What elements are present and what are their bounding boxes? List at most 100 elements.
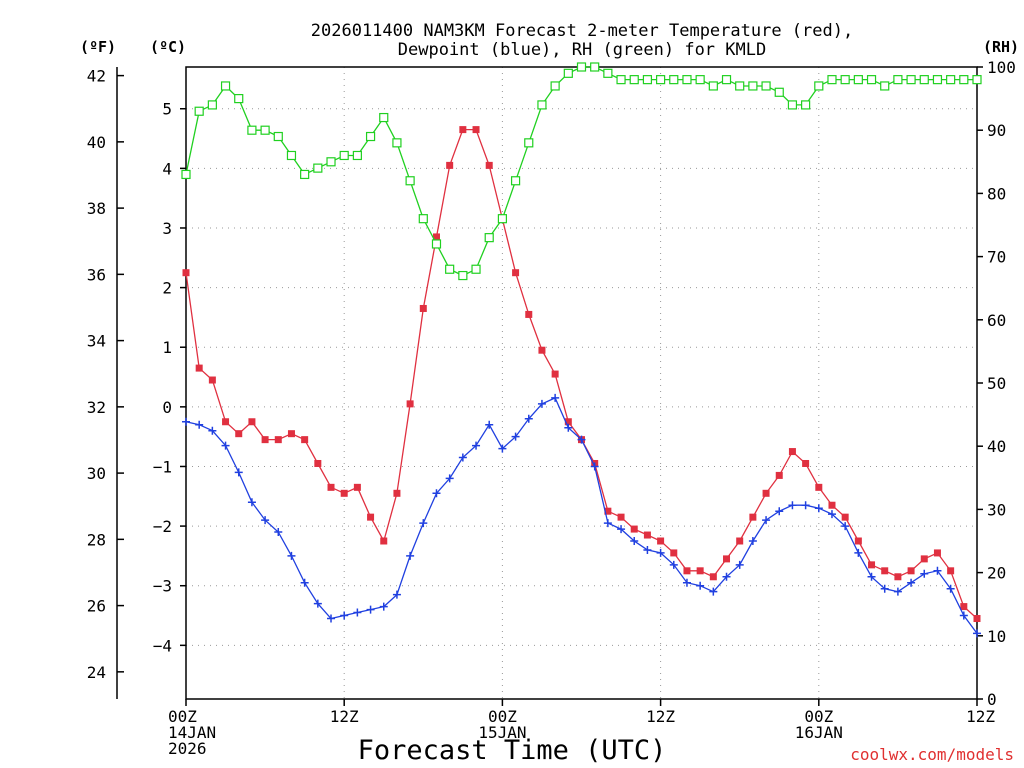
- dewpoint-point: [735, 560, 744, 569]
- rh-point: [313, 163, 323, 173]
- dewpoint-point: [630, 537, 639, 545]
- fahrenheit-tick-label: 42: [87, 67, 106, 86]
- rh-point: [669, 75, 679, 85]
- celsius-tick-label: −4: [153, 636, 172, 655]
- temperature-point: [723, 555, 731, 563]
- rh-point: [972, 75, 982, 85]
- rh-tick-label: 10: [987, 627, 1006, 646]
- temperature-point: [459, 126, 467, 134]
- rh-point: [787, 100, 798, 110]
- temperature-point: [538, 346, 546, 354]
- rh-point: [550, 81, 560, 91]
- dewpoint-point: [617, 525, 626, 534]
- rh-point: [761, 81, 771, 91]
- rh-point: [392, 138, 402, 148]
- dewpoint-point: [340, 611, 349, 620]
- temperature-point: [815, 483, 823, 491]
- rh-point: [590, 62, 600, 72]
- rh-point: [207, 100, 217, 110]
- temperature-point: [762, 489, 770, 497]
- temperature-point: [406, 400, 414, 408]
- dewpoint-point: [472, 441, 481, 450]
- rh-point: [458, 270, 468, 281]
- temperature-point: [920, 555, 928, 563]
- rh-point: [932, 75, 943, 85]
- temperature-point: [960, 603, 968, 611]
- time-tick-label: 14JAN: [168, 723, 216, 742]
- fahrenheit-axis: 42 40 38 36 34 32 30 28 26 24: [87, 67, 124, 682]
- source-credit: coolwx.com/models: [850, 745, 1014, 764]
- dewpoint-point: [392, 590, 401, 599]
- rh-point: [326, 157, 336, 167]
- dewpoint-point: [208, 426, 217, 435]
- fahrenheit-tick-label: 40: [87, 133, 106, 152]
- celsius-tick-label: −3: [153, 577, 172, 596]
- time-tick-label: 00Z: [804, 707, 833, 726]
- dewpoint-point: [313, 599, 322, 608]
- dewpoint-point: [221, 441, 230, 450]
- temperature-point: [802, 459, 810, 467]
- rh-point: [642, 75, 653, 85]
- celsius-tick-label: −1: [153, 457, 172, 476]
- temperature-point: [604, 507, 612, 515]
- rh-tick-label: 0: [987, 690, 997, 709]
- temperature-point: [432, 233, 440, 241]
- rh-tick-label: 20: [987, 564, 1006, 583]
- rh-point: [603, 68, 613, 78]
- dewpoint-point: [564, 423, 573, 432]
- fahrenheit-tick-label: 24: [87, 663, 106, 682]
- rh-point: [682, 75, 692, 85]
- dewpoint-line: [185, 397, 978, 634]
- time-tick-label: 15JAN: [478, 723, 526, 742]
- rh-point: [576, 62, 587, 72]
- temperature-point: [788, 448, 796, 456]
- temperature-point: [182, 269, 190, 277]
- dewpoint-point: [195, 420, 204, 429]
- fahrenheit-tick-label: 30: [87, 464, 106, 483]
- celsius-tick-label: 1: [162, 338, 172, 357]
- dewpoint-point: [788, 501, 797, 510]
- rh-point: [801, 100, 811, 110]
- rh-tick-label: 70: [987, 248, 1006, 267]
- rh-point: [629, 75, 639, 85]
- rh-point: [260, 125, 270, 135]
- rh-point: [906, 75, 916, 85]
- rh-point: [840, 75, 850, 85]
- dewpoint-point: [907, 578, 916, 587]
- dewpoint-point: [696, 581, 705, 590]
- dewpoint-point: [748, 537, 757, 545]
- temperature-point: [485, 161, 493, 169]
- dewpoint-point: [287, 551, 296, 560]
- rh-point: [247, 125, 257, 135]
- rh-tick-label: 80: [987, 184, 1006, 203]
- temperature-point: [775, 471, 783, 479]
- temperature-point: [314, 459, 322, 467]
- temperature-point: [472, 126, 480, 134]
- dewpoint-point: [379, 602, 388, 611]
- dewpoint-series: [182, 393, 981, 638]
- temperature-point: [933, 549, 941, 557]
- rh-point: [695, 75, 705, 85]
- temperature-point: [709, 573, 717, 581]
- rh-point: [919, 75, 929, 85]
- rh-tick-label: 100: [987, 58, 1016, 77]
- rh-point: [708, 81, 718, 91]
- rh-point: [866, 75, 877, 85]
- temperature-point: [973, 615, 981, 623]
- dewpoint-point: [775, 507, 784, 516]
- celsius-tick-label: 5: [162, 100, 172, 119]
- dewpoint-point: [656, 548, 665, 557]
- temperature-point: [393, 489, 401, 497]
- dewpoint-point: [366, 605, 375, 614]
- temperature-point: [340, 489, 348, 497]
- rh-point: [339, 150, 349, 161]
- rh-point: [234, 93, 244, 104]
- celsius-unit-label: (ºC): [150, 38, 186, 56]
- dewpoint-point: [419, 519, 428, 528]
- temperature-point: [894, 573, 902, 581]
- rh-point: [959, 75, 969, 85]
- temperature-point: [657, 537, 665, 545]
- rh-point: [721, 75, 732, 85]
- temperature-point: [551, 370, 559, 378]
- dewpoint-point: [973, 629, 981, 638]
